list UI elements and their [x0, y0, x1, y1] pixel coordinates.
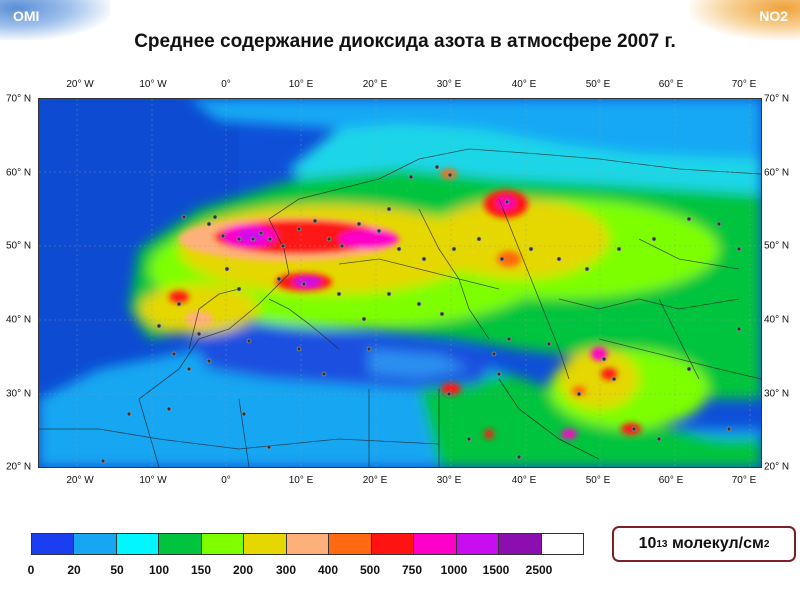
scale-label: 2500 [525, 563, 553, 577]
corner-glow-left [0, 0, 110, 40]
lon-tick-bottom: 20° E [362, 475, 388, 486]
scale-label: 20 [67, 563, 81, 577]
lon-tick-top: 0° [221, 79, 231, 90]
color-swatch [371, 534, 415, 554]
color-swatch [499, 534, 542, 554]
lon-tick-top: 20° E [362, 79, 388, 90]
lat-tick-left: 50° N [6, 240, 32, 252]
units-power: 2 [763, 538, 770, 550]
lon-tick-top: 10° W [139, 79, 167, 90]
lon-tick-bottom: 20° W [66, 475, 94, 486]
scale-label: 1000 [440, 563, 468, 577]
scale-label: 400 [317, 563, 339, 577]
color-swatch [74, 534, 117, 554]
units-exponent: 13 [656, 538, 668, 550]
lon-tick-bottom: 70° E [731, 475, 757, 486]
lat-tick-right: 20° N [764, 461, 790, 473]
lon-tick-bottom: 30° E [436, 475, 462, 486]
no2-map [38, 98, 762, 468]
lon-tick-bottom: 40° E [511, 475, 537, 486]
lon-tick-top: 50° E [585, 79, 611, 90]
units-text: молекул/см [671, 535, 764, 552]
country-borders [39, 148, 761, 467]
lon-tick-top: 20° W [66, 79, 94, 90]
lat-tick-right: 40° N [764, 314, 790, 326]
color-swatch [32, 534, 75, 554]
color-swatch [456, 534, 500, 554]
lon-tick-bottom: 10° W [139, 475, 167, 486]
instrument-tag: OMI [13, 8, 40, 24]
gas-tag: NO2 [759, 8, 788, 24]
graticule [39, 99, 761, 467]
corner-glow-right [690, 0, 800, 40]
lat-tick-left: 30° N [6, 388, 32, 400]
scale-label: 0 [27, 563, 35, 577]
color-swatch [541, 534, 584, 554]
lon-tick-top: 30° E [436, 79, 462, 90]
lon-tick-top: 70° E [731, 79, 757, 90]
color-swatch [286, 534, 330, 554]
lat-tick-right: 30° N [764, 388, 790, 400]
scale-label: 500 [359, 563, 381, 577]
scale-label: 100 [148, 563, 170, 577]
scale-label: 150 [190, 563, 212, 577]
color-swatch [116, 534, 160, 554]
color-scale-bar [31, 533, 584, 555]
lon-tick-top: 40° E [511, 79, 537, 90]
units-base: 10 [638, 535, 657, 552]
color-swatch [201, 534, 245, 554]
lat-tick-left: 40° N [6, 314, 32, 326]
units-box: 10 13 молекул/см 2 [612, 526, 796, 562]
map-image [39, 99, 761, 467]
scale-label: 200 [232, 563, 254, 577]
lat-tick-right: 70° N [764, 93, 790, 105]
color-swatch [244, 534, 287, 554]
lat-tick-right: 50° N [764, 240, 790, 252]
lon-tick-bottom: 60° E [658, 475, 684, 486]
scale-label: 50 [110, 563, 124, 577]
lon-tick-top: 60° E [658, 79, 684, 90]
color-swatch [329, 534, 372, 554]
lon-tick-bottom: 50° E [585, 475, 611, 486]
color-swatch [414, 534, 457, 554]
scale-label: 300 [275, 563, 297, 577]
lon-tick-bottom: 0° [221, 475, 231, 486]
lon-tick-top: 10° E [288, 79, 314, 90]
scale-label: 1500 [482, 563, 510, 577]
color-swatch [159, 534, 202, 554]
scale-label: 750 [401, 563, 423, 577]
lat-tick-left: 20° N [6, 461, 32, 473]
page-title: Среднее содержание диоксида азота в атмо… [134, 31, 676, 52]
lat-tick-right: 60° N [764, 167, 790, 179]
city-markers [100, 164, 742, 464]
lat-tick-left: 60° N [6, 167, 32, 179]
lon-tick-bottom: 10° E [288, 475, 314, 486]
lat-tick-left: 70° N [6, 93, 32, 105]
